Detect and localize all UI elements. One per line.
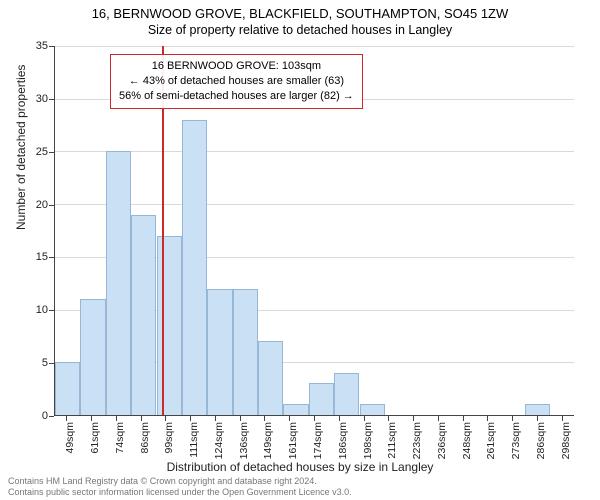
histogram-bar [157,236,182,415]
xtick-label: 111sqm [188,422,200,458]
histogram-bar [360,404,385,415]
xtick-mark [512,416,513,421]
xtick-mark [339,416,340,421]
histogram-bar [309,383,334,415]
page-title: 16, BERNWOOD GROVE, BLACKFIELD, SOUTHAMP… [0,0,600,21]
xtick-label: 174sqm [312,422,324,459]
histogram-bar [258,341,283,415]
ytick-label: 15 [36,251,54,263]
histogram-bar [131,215,156,415]
xtick-label: 261sqm [485,422,497,459]
xtick-label: 49sqm [64,422,76,454]
xtick-label: 273sqm [510,422,522,459]
histogram-bar [182,120,207,415]
xtick-mark [289,416,290,421]
xtick-mark [463,416,464,421]
xtick-mark [562,416,563,421]
footer-line-2: Contains public sector information licen… [8,487,592,498]
histogram-bar [334,373,359,415]
xtick-mark [438,416,439,421]
xtick-mark [165,416,166,421]
xtick-label: 74sqm [114,422,126,454]
histogram-bar [80,299,105,415]
annotation-line: 56% of semi-detached houses are larger (… [119,89,354,104]
histogram-bar [283,404,308,415]
ytick-label: 20 [36,199,54,211]
ytick-label: 30 [36,93,54,105]
xtick-label: 236sqm [436,422,448,459]
xtick-label: 99sqm [163,422,175,454]
annotation-line: 16 BERNWOOD GROVE: 103sqm [119,59,354,74]
xtick-label: 161sqm [287,422,299,459]
xtick-mark [388,416,389,421]
ytick-label: 5 [42,357,54,369]
ytick-label: 35 [36,40,54,52]
xtick-label: 286sqm [535,422,547,459]
xtick-label: 211sqm [386,422,398,459]
xtick-label: 86sqm [139,422,151,454]
xtick-mark [240,416,241,421]
page-subtitle: Size of property relative to detached ho… [0,21,600,41]
xtick-label: 223sqm [411,422,423,459]
xtick-mark [215,416,216,421]
footer-line-1: Contains HM Land Registry data © Crown c… [8,476,592,487]
xtick-mark [487,416,488,421]
xtick-label: 136sqm [238,422,250,459]
histogram-plot: 16 BERNWOOD GROVE: 103sqm← 43% of detach… [54,46,574,416]
xtick-label: 248sqm [461,422,473,459]
xtick-mark [190,416,191,421]
xtick-mark [66,416,67,421]
xtick-mark [116,416,117,421]
ytick-label: 0 [42,410,54,422]
xtick-label: 186sqm [337,422,349,459]
ytick-label: 10 [36,304,54,316]
histogram-bar [106,151,131,415]
xtick-mark [141,416,142,421]
annotation-line: ← 43% of detached houses are smaller (63… [119,74,354,89]
xtick-label: 124sqm [213,422,225,459]
histogram-bar [525,404,550,415]
xtick-mark [264,416,265,421]
xtick-mark [537,416,538,421]
xtick-mark [413,416,414,421]
xtick-label: 149sqm [262,422,274,459]
plot-area: 16 BERNWOOD GROVE: 103sqm← 43% of detach… [54,46,574,416]
xtick-mark [364,416,365,421]
x-axis-label: Distribution of detached houses by size … [0,460,600,474]
xtick-label: 61sqm [89,422,101,454]
histogram-bar [207,289,232,416]
y-axis-label: Number of detached properties [14,65,28,230]
ytick-label: 25 [36,146,54,158]
histogram-bar [55,362,80,415]
xtick-label: 198sqm [362,422,374,459]
xtick-label: 298sqm [560,422,572,459]
histogram-bar [233,289,258,416]
attribution-footer: Contains HM Land Registry data © Crown c… [8,476,592,499]
xtick-mark [91,416,92,421]
annotation-box: 16 BERNWOOD GROVE: 103sqm← 43% of detach… [110,54,363,109]
xtick-mark [314,416,315,421]
